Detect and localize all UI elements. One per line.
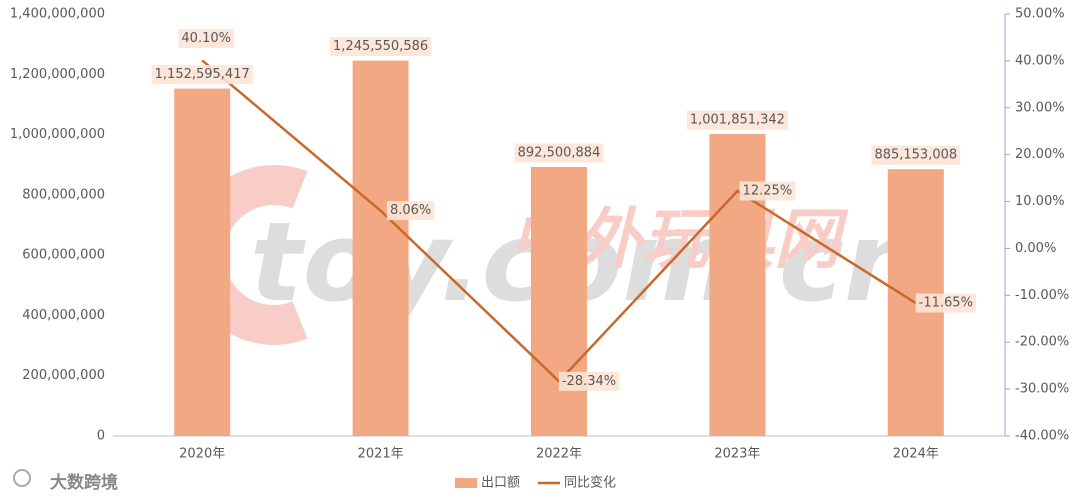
y-tick-label: 200,000,000 <box>22 368 105 383</box>
y2-tick-label: -20.00% <box>1015 335 1069 350</box>
y2-tick-label: 0.00% <box>1015 241 1056 256</box>
bar <box>174 88 231 437</box>
y-tick-label: 800,000,000 <box>22 187 105 202</box>
y2-tick-label: -40.00% <box>1015 429 1069 444</box>
legend-swatch <box>455 478 477 488</box>
y2-tick-label: 40.00% <box>1015 53 1065 68</box>
bar-label-box <box>330 37 432 57</box>
y2-tick-label: 10.00% <box>1015 194 1065 209</box>
bar-label: 892,500,884 <box>518 145 601 160</box>
bar-label: 1,245,550,586 <box>333 39 428 54</box>
line-label: 12.25% <box>743 184 793 199</box>
bar-label-box <box>686 110 788 130</box>
x-tick-label: 2021年 <box>358 447 404 462</box>
y2-tick-label: 20.00% <box>1015 147 1065 162</box>
line-label: 8.06% <box>390 203 431 218</box>
x-tick-label: 2020年 <box>179 447 225 462</box>
credit: 大数跨境 <box>50 472 118 493</box>
y2-tick-label: -30.00% <box>1015 382 1069 397</box>
bar-label-box <box>151 65 253 85</box>
y-tick-label: 1,200,000,000 <box>10 67 105 82</box>
bar-label: 1,001,851,342 <box>690 113 785 128</box>
line-label-box <box>386 201 435 221</box>
bar-label: 1,152,595,417 <box>155 67 250 82</box>
line-label: -11.65% <box>919 296 973 311</box>
bar-label-box <box>514 143 604 163</box>
line-label: -28.34% <box>562 374 616 389</box>
line-label-box <box>915 293 976 313</box>
y2-tick-label: 30.00% <box>1015 100 1065 115</box>
credit-icon <box>13 469 31 487</box>
bar <box>352 60 409 436</box>
y-tick-label: 1,400,000,000 <box>10 7 105 22</box>
bar <box>709 134 766 437</box>
y-tick-label: 400,000,000 <box>22 308 105 323</box>
line-label: 40.10% <box>181 31 231 46</box>
bar-label-box <box>871 145 961 165</box>
line-label-box <box>178 28 234 48</box>
x-tick-label: 2023年 <box>714 447 760 462</box>
legend-label: 出口额 <box>481 476 520 491</box>
line-label-box <box>739 181 796 201</box>
line-label-box <box>558 371 620 391</box>
y2-tick-label: 50.00% <box>1015 7 1065 22</box>
bar-label: 885,153,008 <box>874 148 957 163</box>
y-tick-label: 0 <box>97 429 105 444</box>
x-tick-label: 2024年 <box>893 447 939 462</box>
y-tick-label: 600,000,000 <box>22 248 105 263</box>
y-tick-label: 1,000,000,000 <box>10 127 105 142</box>
legend-label: 同比变化 <box>564 475 616 491</box>
y2-tick-label: -10.00% <box>1015 288 1069 303</box>
bar <box>531 166 587 436</box>
x-tick-label: 2022年 <box>536 447 582 462</box>
